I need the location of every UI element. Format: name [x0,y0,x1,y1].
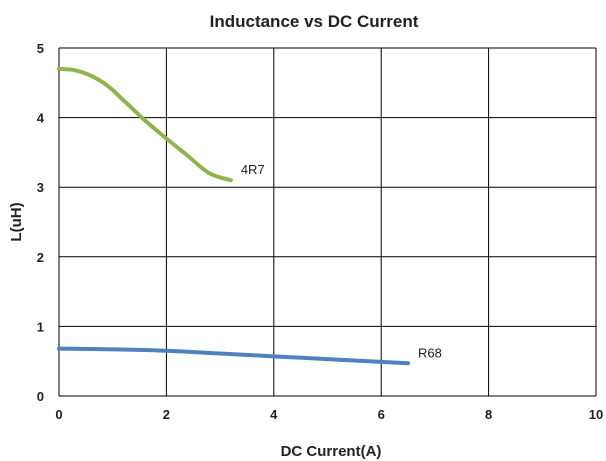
series-label-4r7: 4R7 [241,162,265,177]
series-lines [57,66,411,366]
series-labels: 4R7 R68 [241,162,442,360]
x-axis-label: DC Current(A) [281,443,382,460]
x-tick-label: 4 [270,407,278,422]
y-axis-label: L(uH) [8,202,25,241]
grid [58,47,597,397]
x-tick-label: 2 [163,407,170,422]
y-tick-label: 2 [37,250,44,265]
y-tick-label: 5 [37,41,44,56]
y-tick-label: 0 [37,389,44,404]
series-line-r68 [57,346,411,366]
x-tick-label: 10 [589,407,603,422]
y-tick-label: 1 [37,319,44,334]
x-tick-label: 8 [485,407,492,422]
y-tick-label: 3 [37,180,44,195]
x-tick-label: 0 [55,407,62,422]
y-tick-label: 4 [37,111,45,126]
series-label-r68: R68 [418,345,442,360]
chart-title: Inductance vs DC Current [210,12,419,31]
x-tick-label: 6 [378,407,385,422]
series-line-4r7 [57,66,233,183]
tick-labels: 0 2 4 6 8 10 0 1 2 3 4 5 [37,41,603,422]
